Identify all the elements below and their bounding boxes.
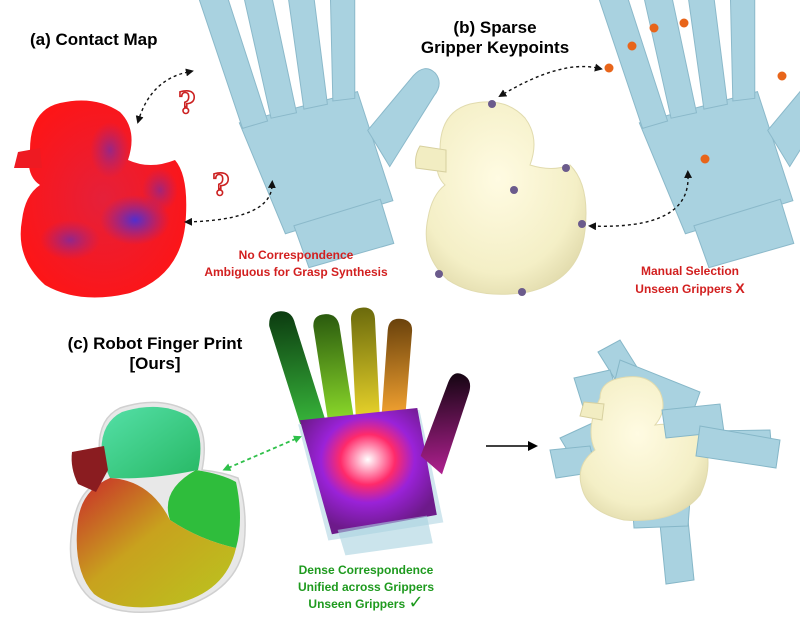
panel-c-caption-line1: Dense Correspondence [298,563,434,577]
check-icon: ✓ [408,592,424,613]
panel-b [415,0,800,296]
panel-c-caption-line3: Unseen Grippers [308,597,406,611]
panel-a-title: (a) Contact Map [30,30,158,49]
panel-b-caption: Manual Selection Unseen Grippers X [610,263,770,298]
ambiguous-arrow-upper [135,68,194,124]
panel-b-title-line2: Gripper Keypoints [420,38,570,57]
keypoint-arrow-lower [588,170,693,231]
panel-a [14,0,472,298]
keypoint-markers-duck [435,100,586,296]
panel-c-caption-line2: Unified across Grippers [297,580,435,594]
panel-b-title-line1: (b) Sparse [453,18,537,37]
panel-b-caption-line2: Unseen Grippers [635,282,732,296]
grasp-result [549,339,781,585]
question-mark-lower-icon: ? [211,167,230,204]
robot-hand-b [583,0,800,280]
keypoint-markers-hand [604,18,787,164]
panel-c-title-line1: (c) Robot Finger Print [67,334,243,353]
question-mark-upper-icon: ? [177,85,196,122]
panel-c-title-line2: [Ours] [129,354,181,373]
panel-c [69,307,781,613]
keypoint-duck [415,100,587,296]
keypoint-arrow-upper [498,63,603,98]
ambiguous-arrow-lower [184,180,276,226]
panel-b-title: (b) Sparse Gripper Keypoints [395,18,595,58]
contact-map-duck [14,100,187,298]
fingerprint-hand [269,307,471,556]
cross-icon: X [735,280,745,296]
panel-c-title: (c) Robot Finger Print [Ours] [50,334,260,374]
fingerprint-duck [69,401,246,613]
panel-a-caption: No Correspondence Ambiguous for Grasp Sy… [186,247,406,281]
correspondence-arrow [222,435,302,471]
panel-c-caption: Dense Correspondence Unified across Grip… [276,562,456,613]
panel-b-caption-line1: Manual Selection [640,264,740,278]
panel-a-caption-line2: Ambiguous for Grasp Synthesis [204,265,388,279]
panel-a-caption-line1: No Correspondence [238,248,354,262]
